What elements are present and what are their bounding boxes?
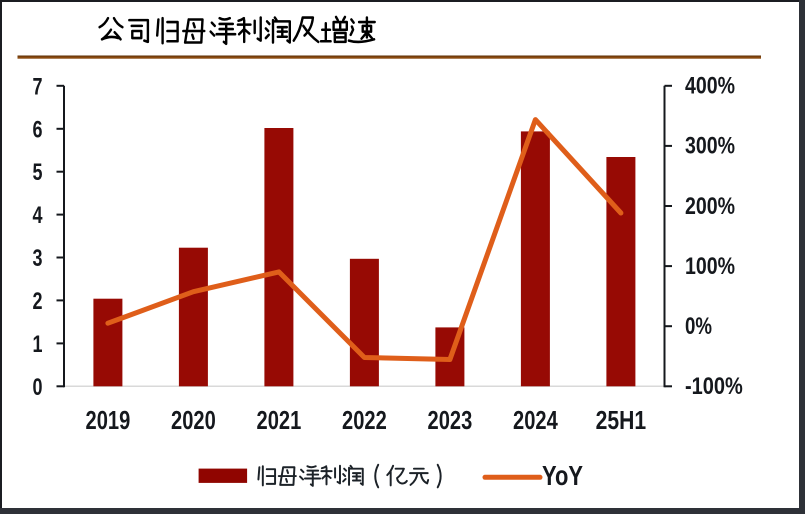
- svg-text:2024: 2024: [513, 405, 558, 435]
- svg-text:2021: 2021: [257, 405, 302, 435]
- svg-text:2020: 2020: [171, 405, 216, 435]
- svg-text:6: 6: [33, 116, 43, 143]
- svg-text:-100%: -100%: [685, 373, 743, 400]
- svg-text:3: 3: [33, 245, 43, 272]
- svg-text:0%: 0%: [685, 313, 712, 340]
- svg-text:300%: 300%: [685, 133, 735, 160]
- svg-text:200%: 200%: [685, 193, 735, 220]
- svg-text:100%: 100%: [685, 253, 735, 280]
- svg-text:25H1: 25H1: [596, 405, 647, 435]
- svg-text:2: 2: [33, 288, 43, 315]
- svg-text:4: 4: [33, 202, 43, 229]
- svg-text:7: 7: [33, 73, 43, 100]
- svg-text:0: 0: [33, 374, 43, 401]
- svg-text:1: 1: [33, 331, 43, 358]
- svg-text:YoY: YoY: [542, 460, 583, 491]
- svg-text:2023: 2023: [428, 405, 473, 435]
- svg-text:5: 5: [33, 159, 43, 186]
- svg-text:2022: 2022: [342, 405, 387, 435]
- svg-text:400%: 400%: [685, 73, 735, 100]
- svg-text:2019: 2019: [86, 405, 131, 435]
